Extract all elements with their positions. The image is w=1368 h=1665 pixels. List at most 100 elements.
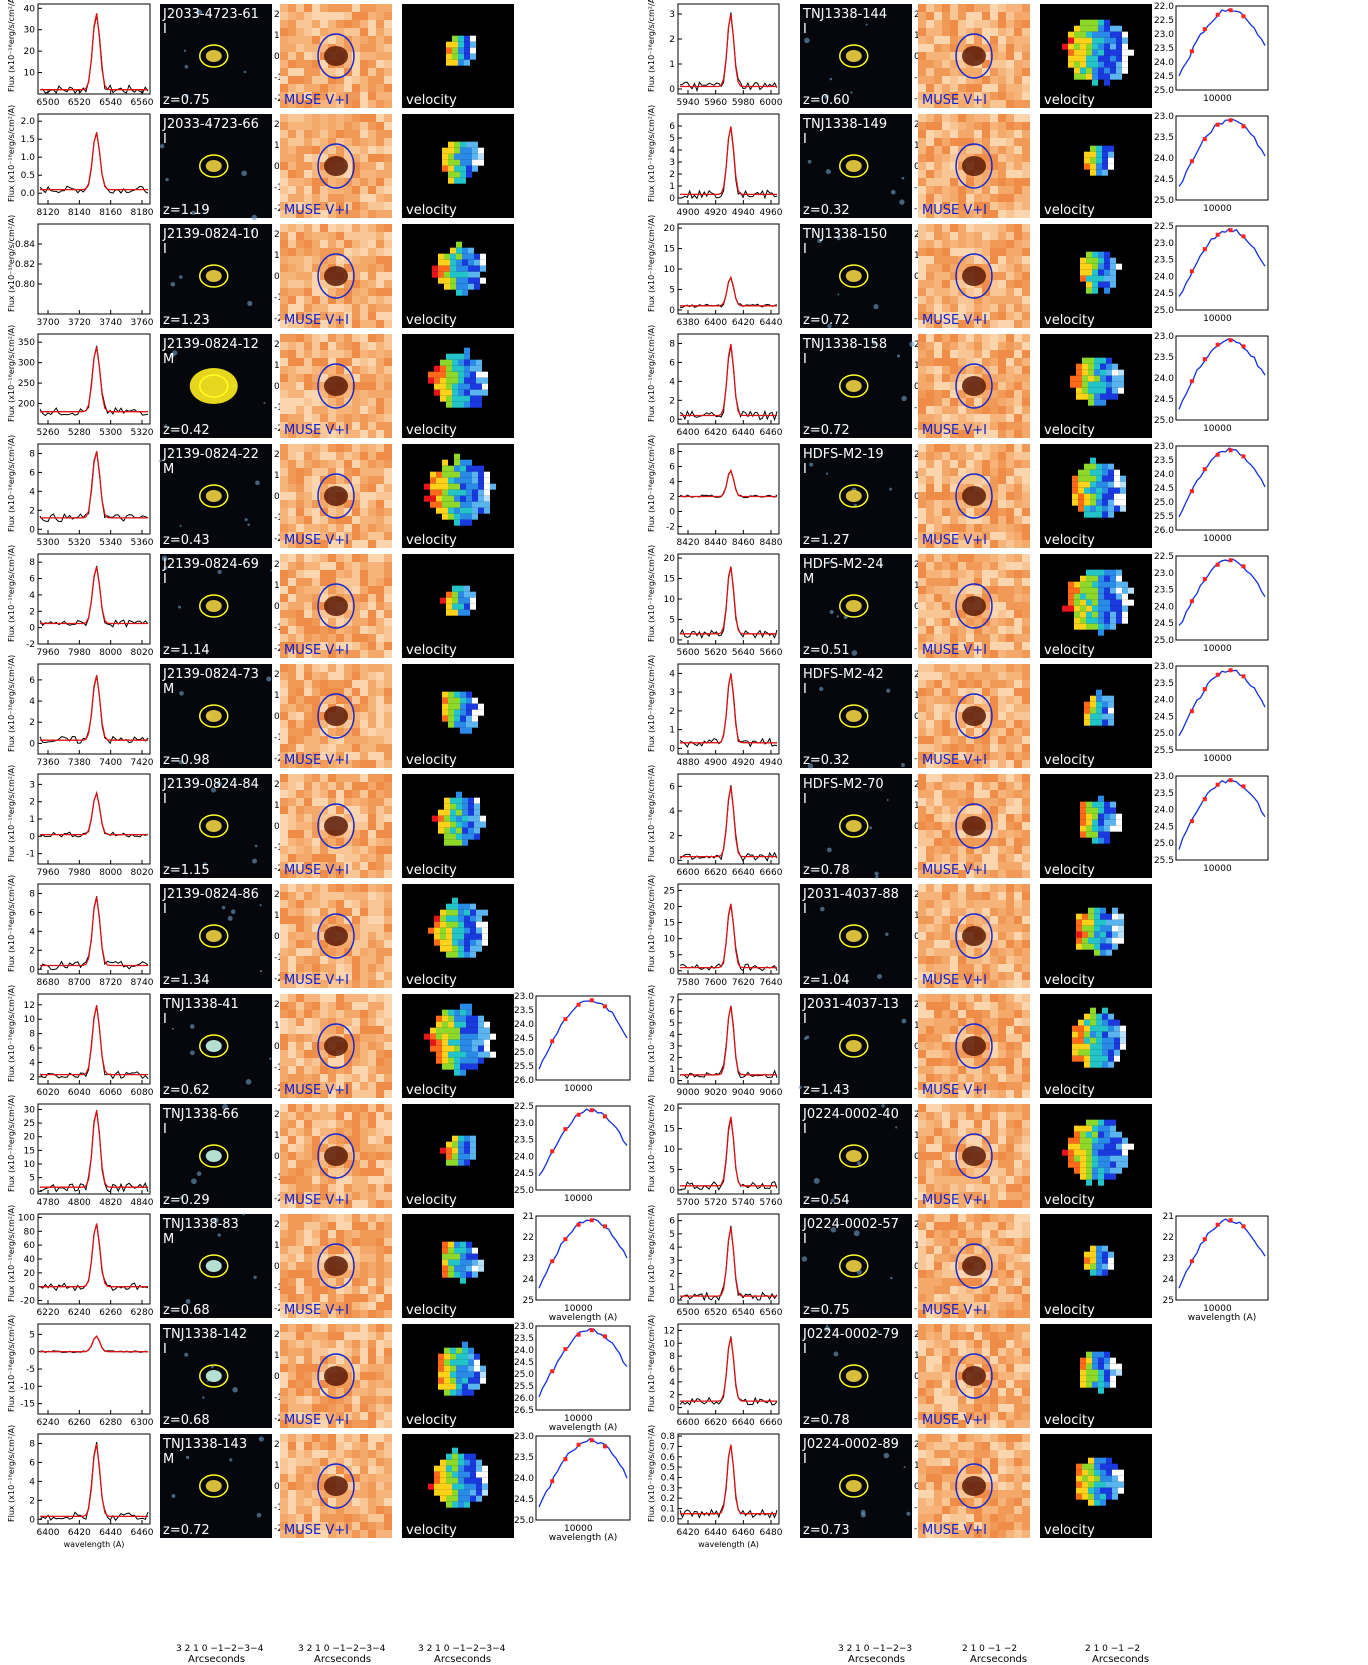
x-tick-label: 8680	[37, 978, 60, 988]
muse-pixel	[296, 296, 304, 304]
x-tick-label: 3700	[37, 318, 60, 328]
velocity-pixel	[478, 507, 484, 514]
muse-pixel	[360, 664, 368, 672]
muse-pixel	[1022, 366, 1030, 374]
muse-pixel	[360, 1018, 368, 1026]
muse-pixel	[360, 736, 368, 744]
redshift: z=1.34	[163, 973, 210, 988]
velocity-pixel	[428, 1483, 434, 1490]
sed-y-tick-label: 24.5	[514, 1034, 534, 1044]
velocity-pixel	[448, 177, 454, 184]
muse-pixel	[998, 20, 1006, 28]
muse-pixel	[312, 680, 320, 688]
muse-pixel	[368, 830, 376, 838]
muse-pixel	[320, 1238, 328, 1246]
muse-pixel	[296, 444, 304, 452]
muse-pixel	[1014, 12, 1022, 20]
muse-pixel	[918, 12, 926, 20]
arcsec-tick: 2	[914, 120, 920, 130]
velocity-pixel	[476, 371, 482, 378]
sed-y-tick-label: 23.0	[1154, 112, 1174, 122]
galaxy	[205, 1480, 222, 1492]
muse-pixel	[376, 468, 384, 476]
muse-pixel	[296, 948, 304, 956]
y-tick-label: 0.0	[21, 189, 36, 199]
muse-pixel	[934, 382, 942, 390]
flux-axis-label: Flux (x10⁻¹⁸erg/s/cm²/A)	[7, 105, 16, 202]
muse-pixel	[384, 1450, 392, 1458]
velocity-pixel	[472, 483, 478, 490]
muse-pixel	[296, 1294, 304, 1302]
muse-pixel	[990, 304, 998, 312]
muse-pixel	[368, 28, 376, 36]
muse-pixel	[320, 28, 328, 36]
spectrum-frame	[37, 1433, 151, 1525]
photometry-point	[1215, 232, 1220, 237]
velocity-pixel	[1092, 43, 1098, 50]
muse-pixel	[280, 900, 288, 908]
muse-pixel	[368, 366, 376, 374]
muse-pixel	[288, 1262, 296, 1270]
galaxy	[205, 1370, 222, 1382]
velocity-pixel	[444, 277, 450, 284]
muse-pixel	[360, 178, 368, 186]
muse-pixel	[296, 178, 304, 186]
muse-pixel	[360, 68, 368, 76]
muse-pixel	[376, 248, 384, 256]
muse-pixel	[312, 1466, 320, 1474]
muse-pixel	[360, 390, 368, 398]
muse-pixel	[280, 1176, 288, 1184]
muse-pixel	[384, 100, 392, 108]
muse-label: MUSE V+I	[284, 1523, 349, 1538]
muse-pixel	[376, 138, 384, 146]
muse-pixel	[1014, 122, 1022, 130]
velocity-pixel	[452, 609, 458, 616]
muse-pixel	[336, 728, 344, 736]
muse-pixel	[304, 594, 312, 602]
background-source	[252, 858, 257, 864]
muse-pixel	[280, 1120, 288, 1128]
muse-pixel	[296, 570, 304, 578]
muse-pixel	[296, 892, 304, 900]
muse-pixel	[998, 170, 1006, 178]
muse-pixel	[336, 414, 344, 422]
muse-pixel	[304, 280, 312, 288]
velocity-pixel	[454, 513, 460, 520]
muse-pixel	[376, 1136, 384, 1144]
velocity-pixel	[1080, 43, 1086, 50]
muse-pixel	[280, 1506, 288, 1514]
velocity-pixel	[1110, 281, 1116, 288]
muse-pixel	[336, 430, 344, 438]
muse-pixel	[328, 122, 336, 130]
muse-pixel	[288, 948, 296, 956]
muse-pixel	[974, 232, 982, 240]
muse-pixel	[328, 194, 336, 202]
velocity-pixel	[434, 1465, 440, 1472]
muse-pixel	[280, 642, 288, 650]
muse-pixel	[942, 154, 950, 162]
velocity-pixel	[474, 821, 480, 828]
velocity-pixel	[478, 1027, 484, 1034]
muse-pixel	[352, 540, 360, 548]
muse-pixel	[336, 1058, 344, 1066]
muse-pixel	[288, 210, 296, 218]
sed-frame	[1175, 115, 1269, 201]
muse-pixel	[352, 854, 360, 862]
muse-pixel	[360, 288, 368, 296]
x-tick-label: 8700	[68, 978, 91, 988]
velocity-pixel	[440, 1495, 446, 1502]
muse-pixel	[384, 892, 392, 900]
velocity-pixel	[1122, 55, 1128, 62]
galaxy	[205, 1150, 222, 1162]
muse-pixel	[360, 272, 368, 280]
muse-pixel	[312, 1074, 320, 1082]
muse-pixel	[320, 334, 328, 342]
muse-pixel	[352, 1214, 360, 1222]
velocity-pixel	[460, 153, 466, 160]
muse-pixel	[328, 634, 336, 642]
muse-pixel	[336, 688, 344, 696]
muse-pixel	[336, 508, 344, 516]
muse-pixel	[336, 1356, 344, 1364]
muse-pixel	[990, 20, 998, 28]
